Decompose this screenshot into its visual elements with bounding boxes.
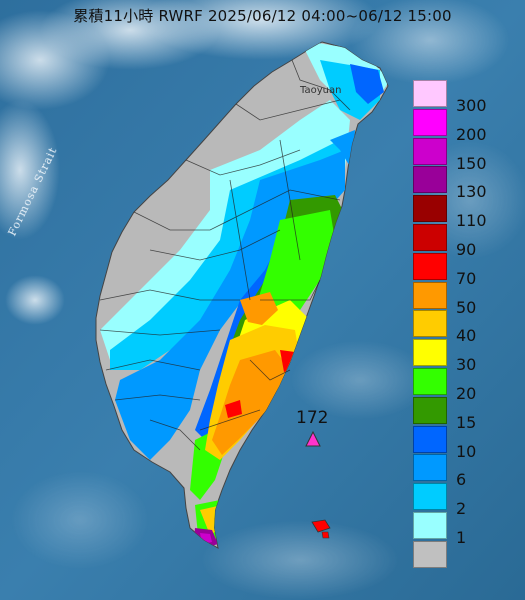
legend-swatch <box>413 425 447 453</box>
legend-swatch <box>413 80 447 107</box>
legend-label: 10 <box>456 441 477 461</box>
legend-swatch <box>413 310 447 338</box>
legend-swatch <box>413 252 447 280</box>
legend-swatch <box>413 195 447 223</box>
map-title: 累積11小時 RWRF 2025/06/12 04:00~06/12 15:00 <box>73 7 452 25</box>
county-borders <box>99 59 351 451</box>
rainfall-legend <box>413 80 447 570</box>
legend-label: 300 <box>456 96 487 115</box>
legend-label: 200 <box>456 124 487 144</box>
legend-label: 15 <box>456 412 477 432</box>
legend-label: 6 <box>456 470 467 490</box>
legend-label: 20 <box>456 384 477 403</box>
legend-label: 50 <box>456 297 477 317</box>
legend-swatch <box>413 339 447 367</box>
green-island <box>321 531 330 539</box>
max-rain-value: 172 <box>296 408 329 428</box>
max-rain-marker-icon <box>305 430 321 447</box>
legend-swatch <box>413 137 447 165</box>
legend-swatch <box>413 483 447 511</box>
legend-swatch <box>413 512 447 539</box>
legend-label: 150 <box>456 153 487 173</box>
legend-label: 40 <box>456 326 477 346</box>
city-label: Taoyuan <box>300 85 342 96</box>
legend-swatch <box>413 224 447 251</box>
legend-label: 30 <box>456 355 477 375</box>
legend-label: 110 <box>456 211 487 231</box>
legend-label: 70 <box>456 268 477 288</box>
legend-swatch <box>413 281 447 309</box>
legend-label: 1 <box>456 528 467 547</box>
legend-swatch <box>413 540 447 568</box>
legend-label: 90 <box>456 240 477 259</box>
legend-swatch <box>413 368 447 395</box>
legend-swatch <box>413 454 447 482</box>
orchid-island <box>311 519 331 533</box>
legend-label: 130 <box>456 182 487 202</box>
legend-label: 2 <box>456 499 467 519</box>
rainfall-fields <box>100 42 388 548</box>
legend-swatch <box>413 166 447 194</box>
legend-swatch <box>413 108 447 136</box>
legend-swatch <box>413 396 447 424</box>
